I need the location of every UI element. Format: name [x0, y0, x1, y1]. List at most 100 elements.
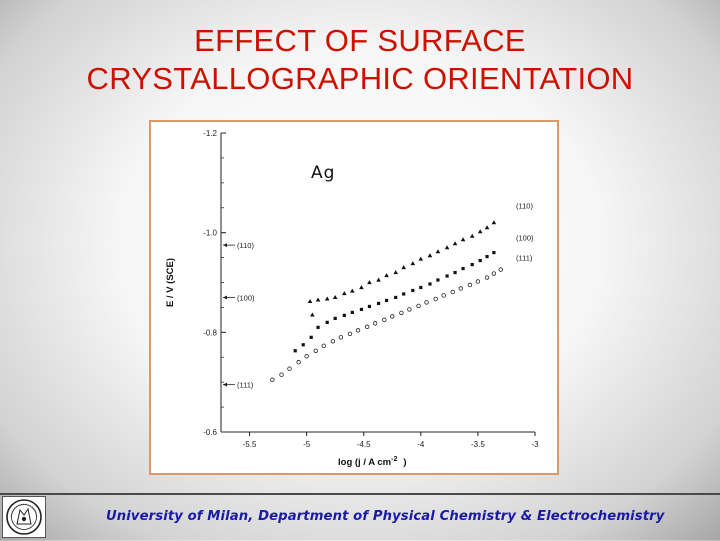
footer-divider [0, 493, 720, 495]
data-point-110 [376, 277, 381, 282]
data-point-100 [293, 349, 297, 353]
data-point-100 [478, 258, 482, 263]
data-point-111 [330, 339, 336, 344]
y-tick-label: -1.2 [203, 129, 217, 138]
data-point-111 [467, 282, 473, 288]
data-point-110 [315, 297, 321, 302]
data-point-100 [453, 270, 457, 275]
data-point-111 [433, 296, 438, 302]
data-point-100 [333, 316, 337, 320]
slide-title: EFFECT OF SURFACE CRYSTALLOGRAPHIC ORIEN… [0, 22, 720, 98]
data-point-100 [376, 301, 381, 306]
annotation-arrow-head [223, 382, 227, 387]
data-point-111 [270, 377, 275, 382]
x-axis-title-exponent: -2 [391, 456, 397, 463]
data-point-111 [450, 289, 455, 295]
data-point-111 [364, 324, 370, 330]
chart-panel: -1.2 -1.0 -0.8 -0.6 -5.5 -5 -4.5 -4 -3.5 -3 (110… [149, 120, 559, 475]
data-point-110 [332, 295, 338, 300]
data-point-111 [407, 307, 412, 312]
title-line-1: EFFECT OF SURFACE [194, 23, 526, 58]
x-axis-title: log (j / A cm-2) [338, 456, 407, 468]
data-point-110 [393, 270, 398, 275]
annotation-arrow-head [223, 295, 227, 300]
data-point-111 [390, 314, 395, 319]
y-tick-label: -0.8 [203, 328, 217, 337]
data-point-110 [367, 280, 372, 285]
series-label: (111) [516, 254, 533, 263]
data-point-111 [338, 335, 344, 340]
data-point-100 [367, 304, 372, 309]
axes-layer [220, 133, 535, 433]
annotation-label: (100) [237, 293, 255, 302]
series-labels: (110) (100) (111) [516, 201, 534, 262]
data-point-111 [416, 303, 421, 309]
chart-title: Ag [311, 163, 335, 183]
data-point-111 [475, 279, 481, 284]
data-point-110 [410, 261, 416, 266]
data-point-111 [372, 321, 378, 326]
university-seal-logo [2, 496, 46, 538]
data-point-111 [287, 366, 292, 371]
data-point-111 [399, 310, 404, 316]
data-point-111 [296, 360, 301, 365]
data-point-110 [491, 220, 497, 225]
data-point-110 [444, 245, 450, 250]
data-point-111 [321, 343, 326, 348]
data-point-111 [382, 317, 387, 323]
data-point-111 [355, 328, 361, 333]
y-axis-title: E / V (SCE) [165, 258, 176, 307]
series-label: (100) [516, 234, 534, 243]
title-line-2: CRYSTALLOGRAPHIC ORIENTATION [86, 61, 634, 96]
data-point-100 [394, 295, 398, 300]
data-point-110 [401, 265, 406, 270]
x-tick-label: -4 [417, 440, 425, 449]
data-point-110 [324, 296, 330, 301]
data-point-100 [470, 262, 474, 267]
data-point-100 [325, 320, 329, 324]
y-tick-label: -0.6 [203, 428, 217, 437]
data-point-100 [485, 254, 489, 259]
annotations: (110) (100) (111) [223, 241, 255, 390]
data-point-110 [435, 249, 441, 254]
annotation-arrow-head [223, 243, 227, 248]
data-point-100 [316, 325, 320, 329]
x-axis-title-close: ) [403, 457, 406, 468]
x-ticks: -5.5 -5 -4.5 -4 -3.5 -3 [243, 432, 539, 449]
data-points [270, 220, 503, 382]
data-point-100 [402, 292, 406, 296]
data-point-110 [384, 273, 389, 278]
data-point-110 [350, 288, 355, 293]
annotation-label: (111) [237, 381, 254, 390]
data-point-111 [304, 354, 309, 359]
data-point-100 [359, 307, 364, 312]
data-point-110 [342, 291, 347, 296]
x-axis-title-main: log (j / A cm [338, 457, 391, 468]
data-point-111 [484, 275, 490, 280]
data-point-100 [309, 335, 313, 339]
data-point-110 [310, 312, 315, 317]
data-point-111 [424, 300, 429, 305]
data-point-110 [460, 237, 466, 242]
footer-credit: University of Milan, Department of Physi… [106, 509, 665, 524]
data-point-111 [347, 331, 353, 337]
data-point-111 [279, 372, 284, 377]
series-label: (110) [516, 201, 533, 210]
data-point-110 [484, 225, 490, 230]
x-tick-label: -5 [303, 440, 311, 449]
data-point-100 [492, 251, 496, 255]
data-point-100 [342, 313, 346, 317]
data-point-110 [477, 229, 483, 234]
data-point-110 [427, 253, 433, 258]
data-point-100 [436, 278, 440, 282]
data-point-110 [469, 233, 475, 238]
data-point-100 [384, 298, 389, 303]
data-point-100 [350, 310, 354, 314]
tafel-plot: -1.2 -1.0 -0.8 -0.6 -5.5 -5 -4.5 -4 -3.5 -3 (110… [165, 129, 539, 468]
x-tick-label: -5.5 [243, 440, 257, 449]
data-point-111 [498, 267, 503, 272]
x-tick-label: -3 [531, 440, 539, 449]
data-point-100 [428, 282, 432, 286]
x-tick-label: -4.5 [357, 440, 371, 449]
data-point-100 [301, 343, 305, 347]
